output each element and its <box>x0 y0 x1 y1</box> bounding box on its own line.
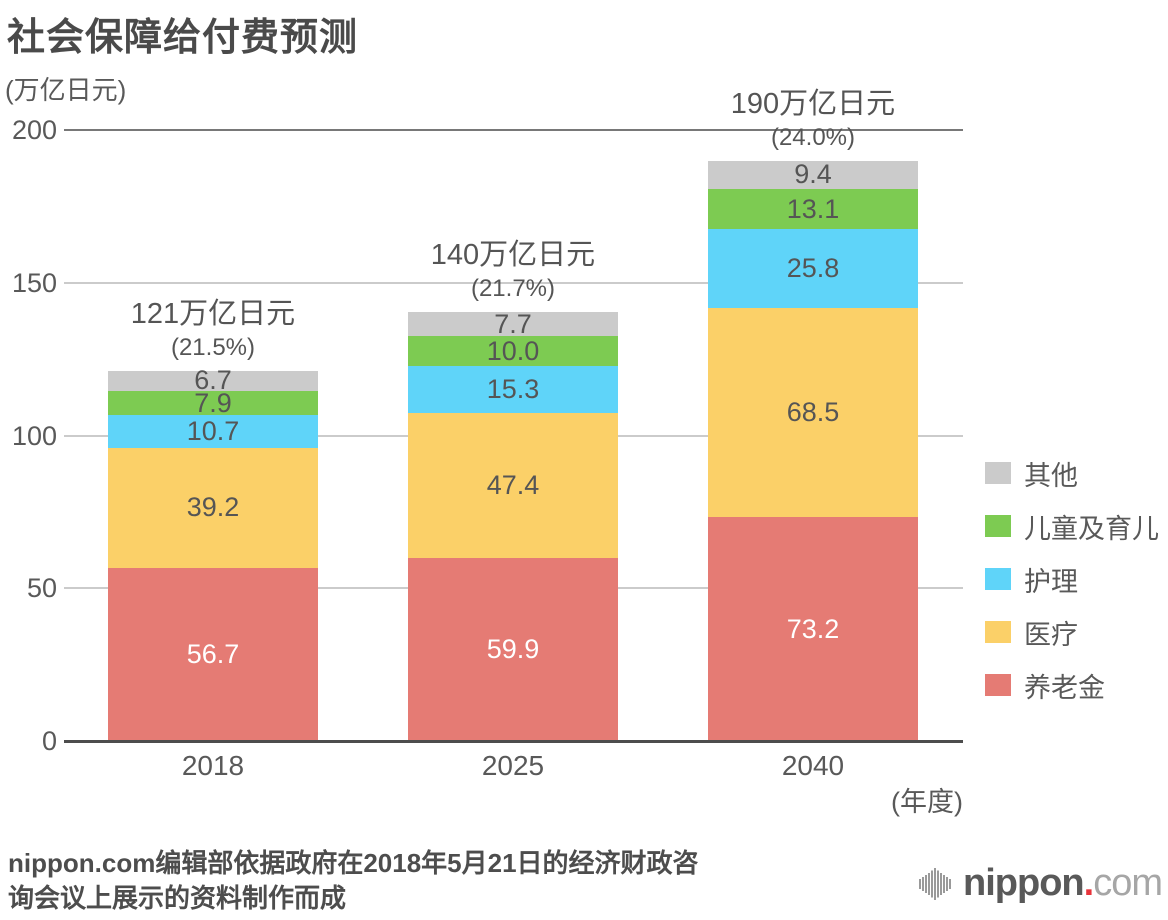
segment-value-label: 68.5 <box>786 397 840 428</box>
gridline-200 <box>64 129 963 131</box>
bar-total-label-2018: 121万亿日元 (21.5%) <box>63 295 363 363</box>
total-percent: (21.5%) <box>170 333 256 361</box>
total-amount: 121万亿日元 <box>130 297 296 330</box>
gridline-150 <box>64 281 963 284</box>
segment-value-label: 47.4 <box>486 470 540 501</box>
bar-segment-nursing-care: 25.8 <box>708 229 918 309</box>
legend-swatch-pension <box>985 674 1011 696</box>
bar-2018: 6.7 7.9 10.7 39.2 56.7 <box>108 365 318 741</box>
bar-2025: 7.7 10.0 15.3 47.4 59.9 <box>408 309 618 741</box>
x-tick-label-2018: 2018 <box>181 750 245 781</box>
x-tick-label-2025: 2025 <box>481 750 545 781</box>
total-percent: (24.0%) <box>770 123 856 151</box>
legend-item-other: 其他 <box>985 461 1159 491</box>
source-note: nippon.com编辑部依据政府在2018年5月21日的经济财政咨 询会议上展… <box>8 846 699 916</box>
legend: 其他儿童及育儿护理医疗养老金 <box>985 461 1159 727</box>
bar-segment-medical: 47.4 <box>408 413 618 558</box>
total-amount: 190万亿日元 <box>730 87 896 120</box>
legend-item-pension: 养老金 <box>985 673 1159 703</box>
bar-segment-children-childcare: 13.1 <box>708 189 918 230</box>
bar-segment-other: 7.7 <box>408 309 618 339</box>
segment-value-label: 15.3 <box>486 374 540 405</box>
y-tick-label-150: 150 <box>11 267 57 298</box>
segment-value-label: 13.1 <box>786 193 840 224</box>
source-note-line2: 询会议上展示的资料制作而成 <box>8 883 347 913</box>
segment-value-label: 73.2 <box>786 613 840 644</box>
source-note-line1: nippon.com编辑部依据政府在2018年5月21日的经济财政咨 <box>8 848 699 878</box>
x-axis-unit-label: (年度) <box>891 787 963 817</box>
y-tick-label-50: 50 <box>26 573 57 604</box>
segment-value-label: 39.2 <box>186 492 240 523</box>
nippon-logo-text: nippon.com <box>963 862 1163 905</box>
bar-segment-children-childcare: 10.0 <box>408 336 618 367</box>
bar-segment-children-childcare: 7.9 <box>108 388 318 418</box>
bar-total-label-2040: 190万亿日元 (24.0%) <box>663 85 963 153</box>
segment-value-label: 6.7 <box>194 365 232 396</box>
legend-label: 养老金 <box>1024 672 1105 703</box>
y-axis-unit-label: (万亿日元) <box>5 75 127 105</box>
segment-value-label: 10.0 <box>486 335 540 366</box>
bar-segment-pension: 56.7 <box>108 567 318 741</box>
bar-segment-other: 6.7 <box>108 365 318 395</box>
chart-title: 社会保障给付费预测 <box>7 17 359 59</box>
segment-value-label: 10.7 <box>186 416 240 447</box>
y-tick-label-0: 0 <box>41 726 57 756</box>
bar-segment-other: 9.4 <box>708 159 918 190</box>
segment-value-label: 59.9 <box>486 633 540 664</box>
total-percent: (21.7%) <box>470 275 556 303</box>
legend-item-children-childcare: 儿童及育儿 <box>985 514 1159 544</box>
bar-segment-medical: 39.2 <box>108 447 318 568</box>
legend-swatch-medical <box>985 621 1011 643</box>
bar-segment-pension: 73.2 <box>708 517 918 741</box>
logo-dot: . <box>1083 862 1095 904</box>
legend-swatch-children-childcare <box>985 515 1011 537</box>
total-amount: 140万亿日元 <box>430 239 596 272</box>
logo-brand: nippon <box>963 862 1085 904</box>
x-axis-baseline <box>64 740 963 743</box>
bar-2040: 9.4 13.1 25.8 68.5 73.2 <box>708 159 918 741</box>
nippon-logo: nippon.com <box>919 862 1163 905</box>
segment-value-label: 56.7 <box>186 638 240 669</box>
segment-value-label: 9.4 <box>794 159 832 190</box>
bar-total-label-2025: 140万亿日元 (21.7%) <box>363 236 663 304</box>
legend-label: 儿童及育儿 <box>1024 513 1159 544</box>
soundwave-icon <box>919 867 952 900</box>
bar-segment-medical: 68.5 <box>708 308 918 518</box>
segment-value-label: 7.7 <box>494 308 532 339</box>
segment-value-label: 25.8 <box>786 253 840 284</box>
y-tick-label-200: 200 <box>11 115 57 145</box>
legend-label: 医疗 <box>1024 619 1078 650</box>
bar-segment-nursing-care: 10.7 <box>108 415 318 448</box>
x-tick-label-2040: 2040 <box>781 750 845 781</box>
legend-item-nursing-care: 护理 <box>985 567 1159 597</box>
bar-segment-pension: 59.9 <box>408 557 618 741</box>
legend-swatch-nursing-care <box>985 568 1011 590</box>
legend-item-medical: 医疗 <box>985 620 1159 650</box>
logo-tld: com <box>1093 862 1163 904</box>
legend-label: 护理 <box>1024 566 1078 597</box>
bar-segment-nursing-care: 15.3 <box>408 366 618 414</box>
legend-label: 其他 <box>1024 460 1078 491</box>
segment-value-label: 7.9 <box>194 387 232 418</box>
legend-swatch-other <box>985 462 1011 484</box>
y-tick-label-100: 100 <box>11 420 57 451</box>
